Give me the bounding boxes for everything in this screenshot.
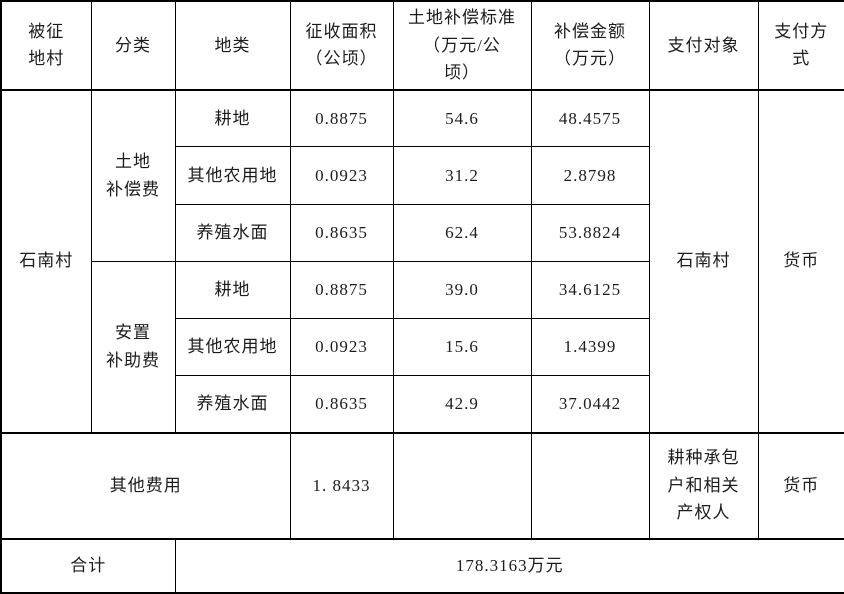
cell-area: 0.0923 [289, 317, 394, 376]
header-area: 征收面积 （公顷） [289, 0, 394, 91]
other-fees-row: 其他费用 1. 8433 耕种承包 户和相关 产权人 货币 [0, 431, 844, 540]
cell-category-land-compensation: 土地 补偿费 [90, 88, 176, 262]
cell-land-type: 养殖水面 [174, 203, 291, 262]
header-method: 支付方 式 [757, 0, 844, 91]
header-standard: 土地补偿标准 （万元/公 顷） [392, 0, 532, 91]
table-row: 石南村 土地 补偿费 耕地 0.8875 54.6 48.4575 石南村 货币 [0, 88, 844, 434]
cell-standard: 54.6 [392, 88, 532, 148]
table-row: 其他农用地 0.0923 31.2 2.8798 [1, 146, 844, 205]
cell-other-fees-amount [530, 431, 650, 540]
cell-area: 0.0923 [289, 146, 394, 205]
cell-total-label: 合计 [0, 537, 176, 594]
table-row: 养殖水面 0.8635 62.4 53.8824 [1, 203, 844, 262]
cell-method: 货币 [757, 88, 844, 434]
cell-land-type: 耕地 [174, 88, 291, 148]
table-row: 养殖水面 0.8635 42.9 37.0442 [1, 374, 844, 434]
total-row: 合计 178.3163万元 [0, 537, 844, 594]
header-payee: 支付对象 [648, 0, 759, 91]
cell-other-fees-area: 1. 8433 [289, 431, 394, 540]
cell-standard: 39.0 [392, 260, 532, 319]
cell-area: 0.8875 [289, 260, 394, 319]
cell-other-fees-method: 货币 [757, 431, 844, 540]
cell-amount: 34.6125 [530, 260, 650, 319]
cell-area: 0.8635 [289, 203, 394, 262]
cell-amount: 1.4399 [530, 317, 650, 376]
cell-other-fees-label: 其他费用 [0, 431, 291, 540]
cell-other-fees-payee: 耕种承包 户和相关 产权人 [648, 431, 759, 540]
cell-amount: 37.0442 [530, 374, 650, 434]
cell-other-fees-standard [392, 431, 532, 540]
cell-village: 石南村 [0, 88, 92, 434]
header-village: 被征 地村 [0, 0, 92, 91]
cell-total-value: 178.3163万元 [174, 537, 844, 594]
cell-land-type: 其他农用地 [174, 317, 291, 376]
cell-area: 0.8635 [289, 374, 394, 434]
cell-payee: 石南村 [648, 88, 759, 434]
header-amount: 补偿金额 （万元） [530, 0, 650, 91]
cell-amount: 53.8824 [530, 203, 650, 262]
header-category: 分类 [90, 0, 176, 91]
cell-standard: 15.6 [392, 317, 532, 376]
table-row: 其他农用地 0.0923 15.6 1.4399 [1, 317, 844, 376]
cell-amount: 2.8798 [530, 146, 650, 205]
header-row: 被征 地村 分类 地类 征收面积 （公顷） 土地补偿标准 （万元/公 顷） 补偿… [0, 0, 844, 91]
cell-area: 0.8875 [289, 88, 394, 148]
cell-standard: 42.9 [392, 374, 532, 434]
header-land-type: 地类 [174, 0, 291, 91]
cell-category-resettlement-subsidy: 安置 补助费 [90, 260, 176, 434]
cell-standard: 31.2 [392, 146, 532, 205]
cell-land-type: 耕地 [174, 260, 291, 319]
cell-standard: 62.4 [392, 203, 532, 262]
cell-land-type: 养殖水面 [174, 374, 291, 434]
cell-land-type: 其他农用地 [174, 146, 291, 205]
cell-amount: 48.4575 [530, 88, 650, 148]
